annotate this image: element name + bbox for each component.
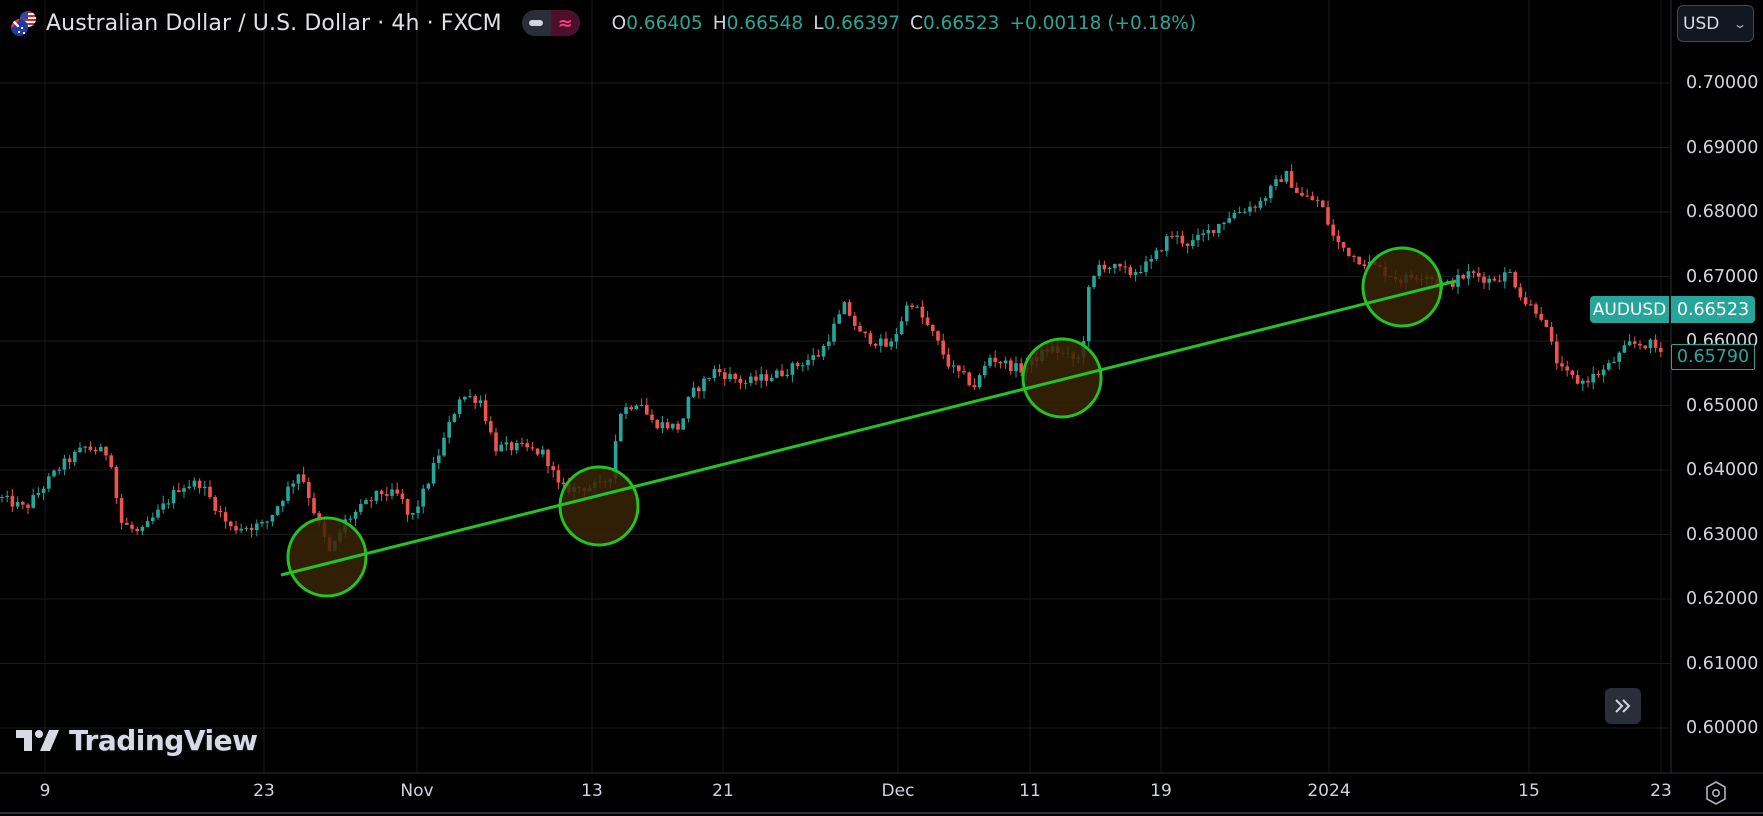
highlight-circle[interactable] [286,516,368,598]
open-label: O [611,12,627,34]
symbol-title[interactable]: Australian Dollar / U.S. Dollar · 4h · F… [46,10,502,36]
time-axis-label: 23 [1650,781,1672,801]
time-axis-label: 13 [581,781,603,801]
symbol-legend: Australian Dollar / U.S. Dollar · 4h · F… [8,8,1196,38]
price-axis-label: 0.65000 [1686,395,1759,416]
low-value: 0.66397 [823,12,901,34]
time-axis-label: 15 [1518,781,1540,801]
time-axis-label: Nov [400,781,434,801]
settings-hexagon-icon [1706,781,1726,805]
indicator-toggle[interactable]: ≈ [521,10,580,36]
currency-value: USD [1683,13,1720,34]
price-axis-label: 0.60000 [1686,718,1759,738]
symbol-tag: AUDUSD [1590,296,1669,323]
close-label: C [910,12,923,34]
tradingview-logo[interactable]: TradingView [15,724,258,757]
price-axis-label: 0.62000 [1686,589,1759,609]
time-axis-label: 11 [1019,781,1041,801]
minus-pill-icon[interactable] [522,10,551,36]
time-axis-label: 2024 [1307,781,1351,801]
price-axis-label: 0.64000 [1686,460,1759,480]
time-axis-label: 23 [253,781,275,801]
ohlc-values: O0.66405 H0.66548 L0.66397 C0.66523 +0.0… [612,13,1196,34]
candlestick-series [0,164,1663,552]
drawings-layer[interactable] [280,246,1457,598]
close-value: 0.66523 [922,12,1000,34]
price-axis-label: 0.70000 [1686,73,1759,93]
chart-settings-button[interactable] [1702,779,1730,807]
approx-equal-icon[interactable]: ≈ [550,10,580,36]
scroll-to-realtime-button[interactable] [1605,688,1641,724]
crosshair-price-label: 0.65790 [1671,344,1755,370]
high-label: H [712,12,727,34]
highlight-circle[interactable] [558,465,640,547]
low-label: L [813,12,824,34]
highlight-circle[interactable] [1021,337,1103,419]
chart-grid [0,0,1671,773]
australia-flag-icon [11,19,28,36]
time-axis-label: Dec [881,781,915,801]
currency-flags-icon[interactable] [8,9,38,37]
time-axis-label: 9 [39,781,51,801]
highlight-circle[interactable] [1361,246,1443,328]
chevron-down-icon: ⌄ [1732,16,1748,31]
time-axis-label: 21 [712,781,734,801]
currency-selector[interactable]: USD ⌄ [1677,5,1754,42]
time-axis-label: 19 [1150,781,1172,801]
high-value: 0.66548 [726,12,804,34]
double-chevron-right-icon [1615,699,1631,713]
price-axis-label: 0.69000 [1686,137,1759,158]
support-trendline[interactable] [280,279,1457,577]
price-axis-label: 0.63000 [1686,524,1759,545]
price-axis-label: 0.61000 [1686,653,1759,674]
price-axis-label: 0.67000 [1686,266,1759,287]
price-axis-label: 0.68000 [1686,202,1759,222]
logo-text: TradingView [69,724,258,757]
open-value: 0.66405 [626,12,703,34]
tradingview-mark-icon [16,729,59,751]
price-change: +0.00118 (+0.18%) [1009,12,1197,34]
last-price-label: 0.66523 [1671,296,1755,323]
